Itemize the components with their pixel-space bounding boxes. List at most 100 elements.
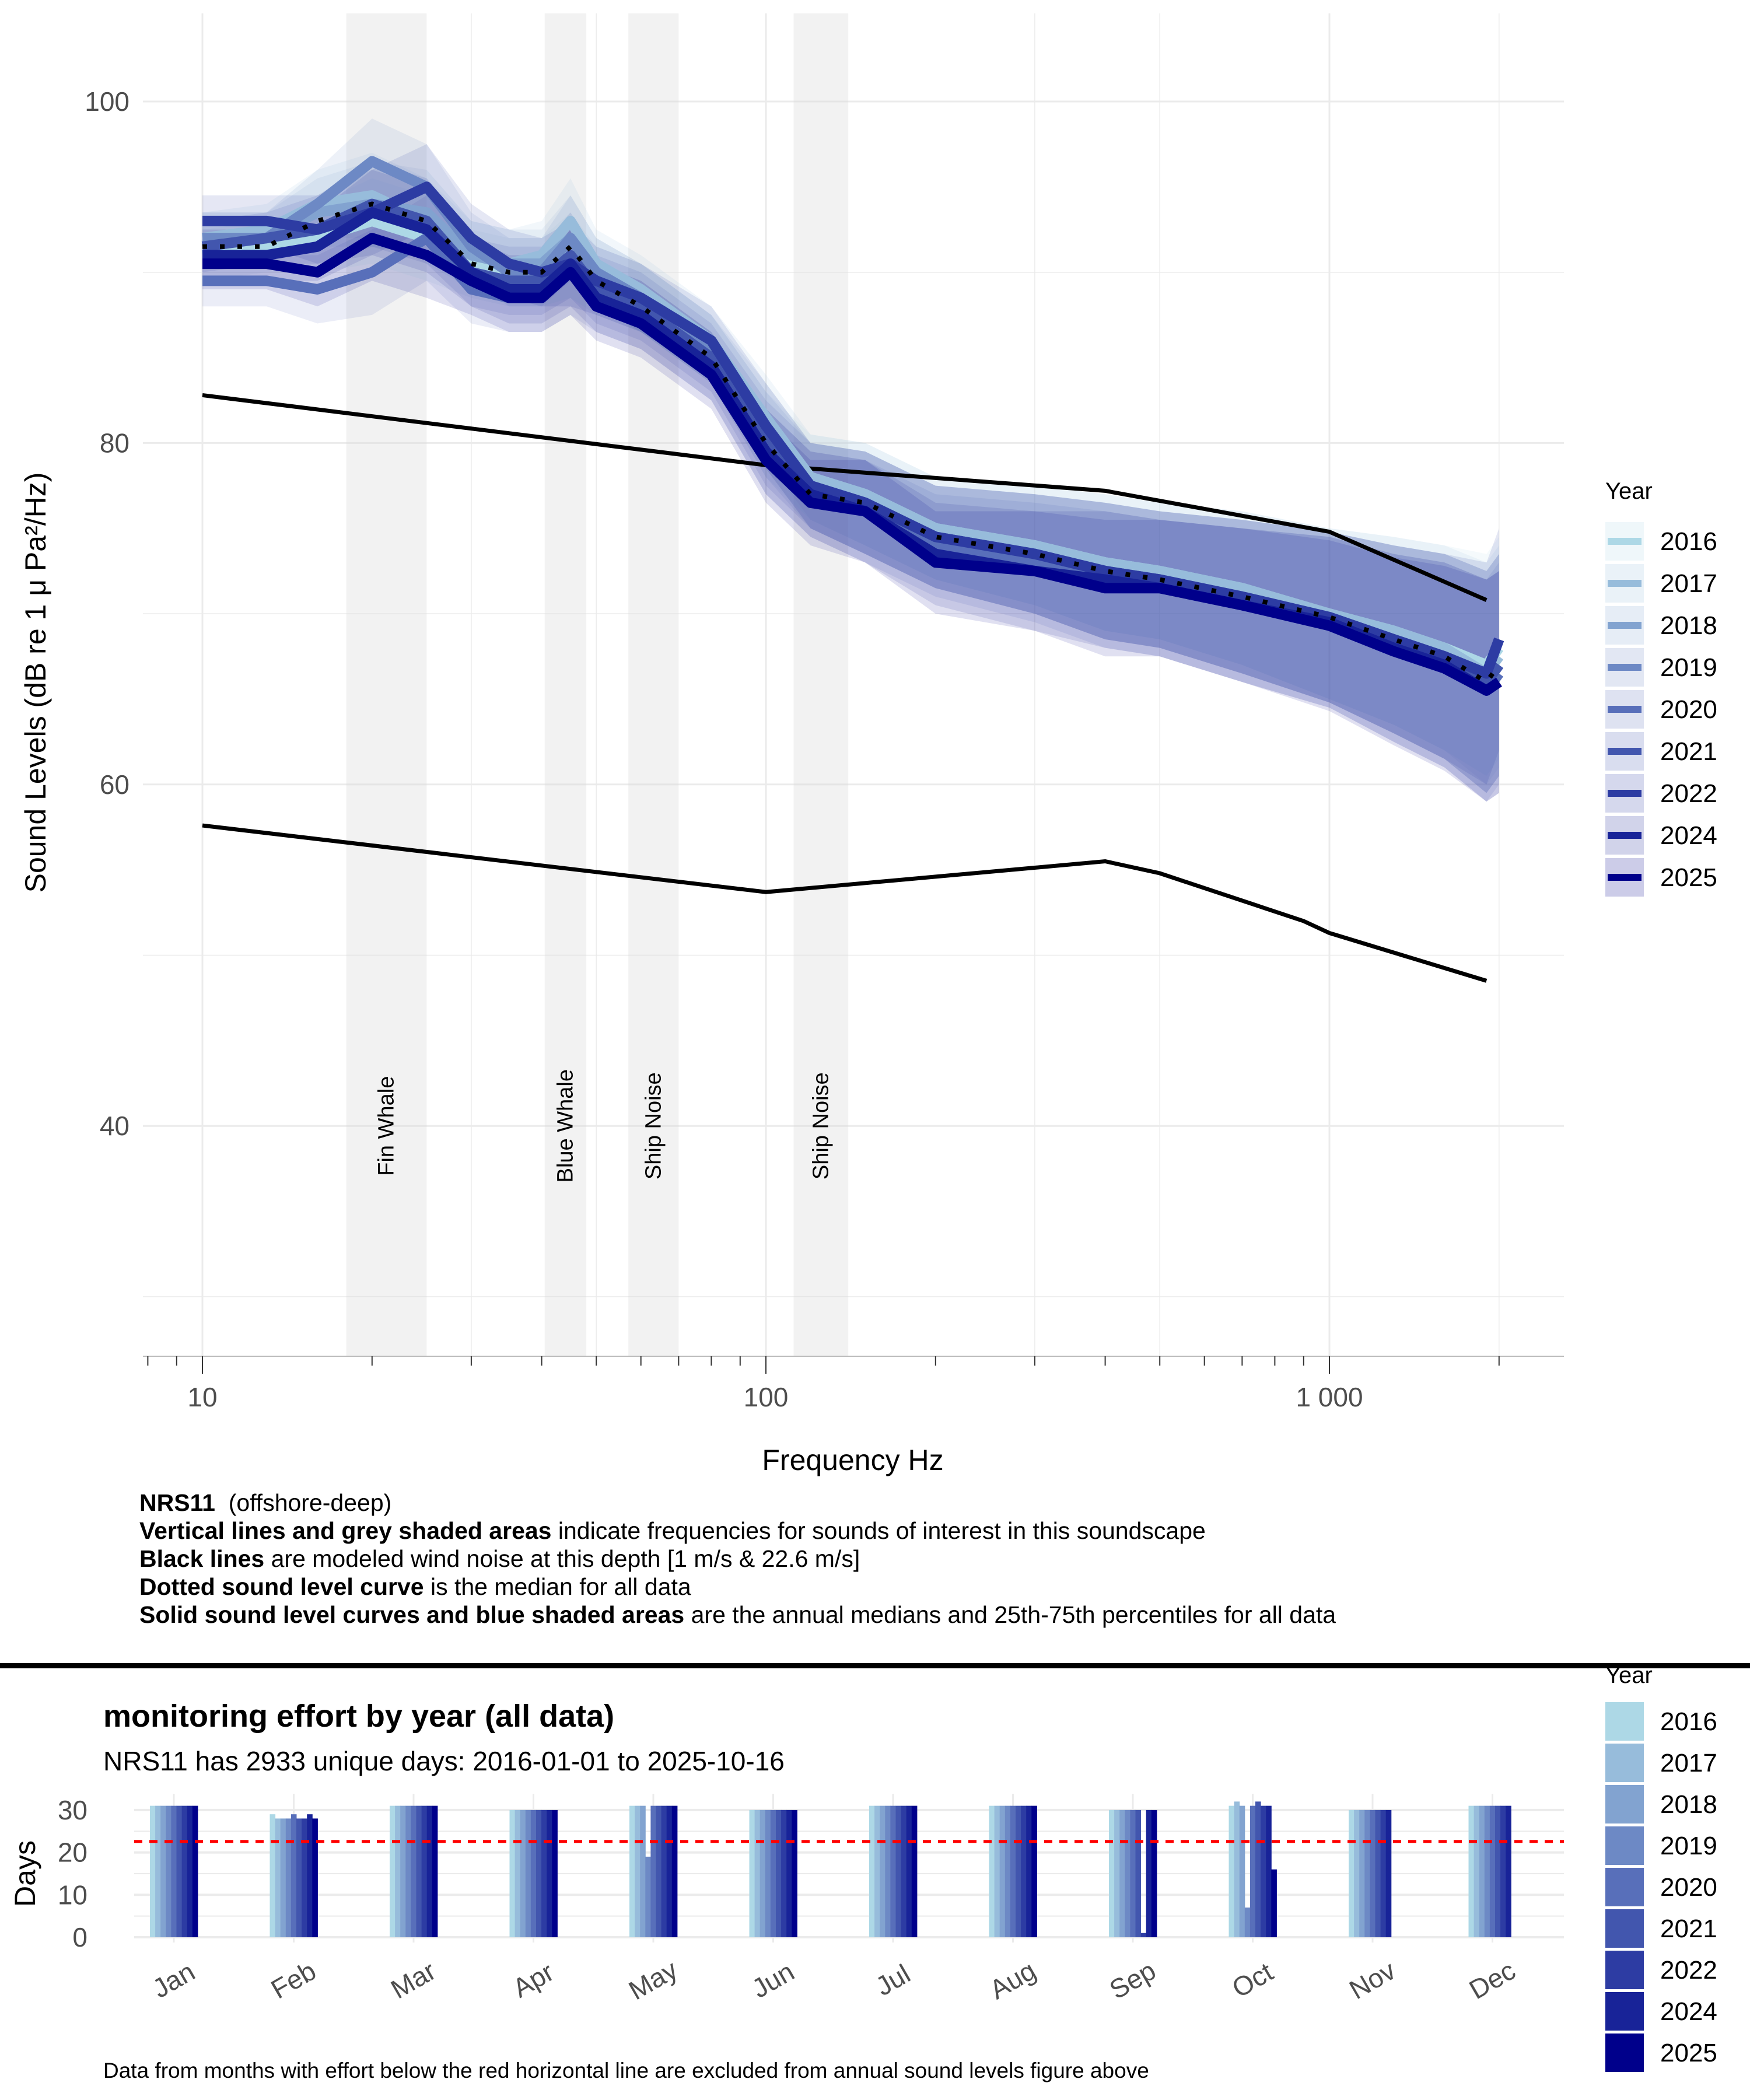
bar-Dec-2017 xyxy=(1474,1805,1480,1937)
caption-line-5: Solid sound level curves and blue shaded… xyxy=(139,1601,1336,1628)
bar-Aug-2025 xyxy=(1031,1805,1037,1937)
ribbon-2021 xyxy=(202,161,1499,793)
bar-Dec-2024 xyxy=(1506,1805,1511,1937)
bar-Nov-2019 xyxy=(1364,1810,1370,1937)
bar-Sep-2018 xyxy=(1119,1810,1125,1937)
wind-noise-line xyxy=(202,393,1488,602)
legend-label: 2017 xyxy=(1660,1749,1717,1777)
bar-May-2017 xyxy=(635,1805,640,1937)
legend-key-2021 xyxy=(1605,1909,1644,1948)
x-tick-label: 10 xyxy=(187,1382,217,1412)
legend-line-2018 xyxy=(1608,622,1642,629)
ribbon-2017 xyxy=(202,152,1499,785)
legend-label: 2022 xyxy=(1660,1956,1717,1985)
bar-Apr-2019 xyxy=(525,1810,531,1937)
bar-Mar-2016 xyxy=(390,1805,396,1937)
legend-label: 2024 xyxy=(1660,821,1717,850)
footer-note: Data from months with effort below the r… xyxy=(103,2059,1149,2082)
bar-Apr-2017 xyxy=(514,1810,521,1937)
legend-label: 2016 xyxy=(1660,527,1717,556)
month-label: Dec xyxy=(1464,1955,1521,2005)
legend-label: 2024 xyxy=(1660,1997,1717,2026)
bar-Apr-2020 xyxy=(530,1810,537,1937)
bar-Sep-2022 xyxy=(1140,1933,1147,1937)
bar-Jan-2018 xyxy=(160,1805,166,1937)
y-tick-label: 0 xyxy=(72,1922,88,1952)
bar-Nov-2018 xyxy=(1359,1810,1365,1937)
bar-Feb-2019 xyxy=(285,1818,292,1937)
month-label: May xyxy=(624,1954,682,2006)
bar-Mar-2024 xyxy=(426,1805,433,1937)
bar-Dec-2016 xyxy=(1468,1805,1475,1937)
legend-label: 2025 xyxy=(1660,863,1717,892)
band-ship-noise xyxy=(628,13,679,1356)
effort-title: monitoring effort by year (all data) xyxy=(103,1699,614,1734)
y-tick-label: 100 xyxy=(85,86,130,117)
bar-Jun-2020 xyxy=(770,1810,776,1937)
band-label: Ship Noise xyxy=(808,1072,833,1180)
legend-label: 2018 xyxy=(1660,1790,1717,1819)
bar-Sep-2016 xyxy=(1109,1810,1115,1937)
bar-Mar-2019 xyxy=(405,1805,411,1937)
legend-line-2022 xyxy=(1608,790,1642,797)
bar-Jul-2020 xyxy=(890,1805,896,1937)
bar-Apr-2022 xyxy=(541,1810,547,1937)
legend-line-2017 xyxy=(1608,580,1642,587)
bar-Nov-2021 xyxy=(1375,1810,1381,1937)
bar-Jun-2017 xyxy=(754,1810,761,1937)
bar-Aug-2024 xyxy=(1026,1805,1032,1937)
bar-Nov-2016 xyxy=(1349,1810,1354,1937)
bar-Jun-2021 xyxy=(776,1810,782,1937)
bar-Aug-2019 xyxy=(1005,1805,1011,1937)
month-label: Oct xyxy=(1227,1957,1278,2004)
bar-Feb-2017 xyxy=(275,1818,281,1937)
legend-line-2020 xyxy=(1608,706,1642,713)
bar-Dec-2018 xyxy=(1479,1805,1485,1937)
legend-label: 2025 xyxy=(1660,2039,1717,2067)
bar-Mar-2020 xyxy=(411,1805,416,1937)
bar-May-2024 xyxy=(666,1805,673,1937)
y-tick-label: 20 xyxy=(58,1838,88,1868)
legend-label: 2018 xyxy=(1660,611,1717,640)
bar-May-2018 xyxy=(640,1805,646,1937)
bar-Aug-2020 xyxy=(1010,1805,1016,1937)
bar-May-2021 xyxy=(656,1805,662,1937)
y-tick-label: 30 xyxy=(58,1795,88,1825)
bar-Jul-2022 xyxy=(901,1805,907,1937)
legend-title: Year xyxy=(1605,1662,1653,1688)
bar-Jul-2021 xyxy=(895,1805,902,1937)
bar-Jan-2025 xyxy=(192,1805,198,1937)
y-tick-label: 80 xyxy=(100,428,130,458)
legend-key-2024 xyxy=(1605,1992,1644,2031)
bar-Jul-2024 xyxy=(906,1805,912,1937)
bar-Jul-2025 xyxy=(911,1805,918,1937)
bar-Dec-2019 xyxy=(1484,1805,1490,1937)
legend-label: 2016 xyxy=(1660,1707,1717,1736)
legend-label: 2017 xyxy=(1660,569,1717,598)
effort-subtitle: NRS11 has 2933 unique days: 2016-01-01 t… xyxy=(103,1746,785,1776)
bar-Feb-2024 xyxy=(307,1814,313,1937)
legend-line-2019 xyxy=(1608,664,1642,671)
bar-Jul-2016 xyxy=(869,1805,875,1937)
bar-Oct-2019 xyxy=(1244,1908,1251,1937)
bar-Dec-2022 xyxy=(1500,1805,1506,1937)
bar-Jul-2018 xyxy=(880,1805,886,1937)
bar-Nov-2020 xyxy=(1370,1810,1376,1937)
bar-May-2022 xyxy=(661,1805,667,1937)
bar-Oct-2022 xyxy=(1261,1805,1266,1937)
bar-Aug-2016 xyxy=(989,1805,995,1937)
bar-Oct-2018 xyxy=(1239,1805,1245,1937)
bar-Oct-2017 xyxy=(1234,1801,1240,1937)
bar-May-2020 xyxy=(650,1805,656,1937)
ribbon-2016 xyxy=(202,178,1499,776)
bar-Mar-2021 xyxy=(416,1805,422,1937)
top-legend: Year 2016 2017 2018 2019 2020 2021 2022 2024 2025 xyxy=(1605,478,1717,897)
legend-label: 2021 xyxy=(1660,737,1717,766)
month-label: Apr xyxy=(508,1957,559,2004)
bar-Apr-2025 xyxy=(552,1810,558,1937)
bar-Feb-2025 xyxy=(312,1818,318,1937)
bar-Oct-2024 xyxy=(1266,1805,1272,1937)
legend-line-2025 xyxy=(1608,874,1642,881)
band-label: Blue Whale xyxy=(553,1069,578,1182)
